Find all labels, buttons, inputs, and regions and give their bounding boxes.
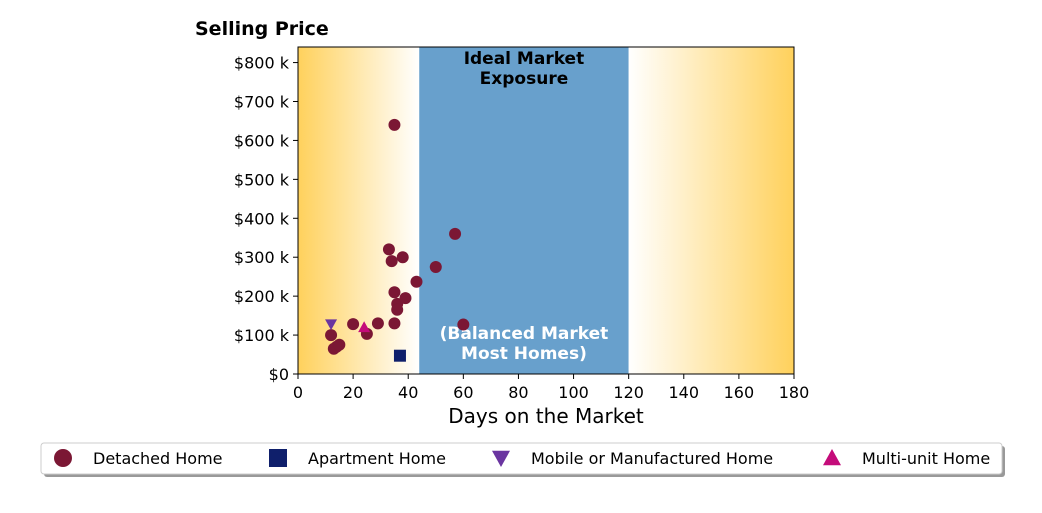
- x-tick-label-0: 0: [293, 383, 303, 402]
- x-tick-label-9: 180: [779, 383, 810, 402]
- y-tick-label-8: $800 k: [234, 54, 290, 73]
- x-tick-label-1: 20: [343, 383, 363, 402]
- legend-marker-3: [823, 449, 841, 466]
- point-0-8: [385, 255, 398, 268]
- point-1-0: [393, 349, 406, 362]
- legend-marker-0: [54, 449, 72, 467]
- y-tick-label-7: $700 k: [234, 93, 290, 112]
- point-0-18: [449, 227, 462, 240]
- y-tick-label-6: $600 k: [234, 131, 290, 150]
- y-tick-label-1: $100 k: [234, 326, 290, 345]
- x-tick-label-3: 60: [453, 383, 473, 402]
- x-tick-label-2: 40: [398, 383, 418, 402]
- plot-frame: [297, 46, 795, 375]
- chart-title: Selling Price: [195, 18, 329, 40]
- annotation-0-line-0: Ideal Market: [464, 49, 585, 69]
- legend-label-3: Multi-unit Home: [862, 449, 990, 468]
- y-tick-label-4: $400 k: [234, 209, 290, 228]
- point-3-0: [358, 321, 371, 333]
- band-1: [419, 47, 629, 374]
- y-axis: $0 $100 k $200 k $300 k $400 k $500 k $600 k $7…: [234, 54, 298, 384]
- point-0-16: [410, 275, 423, 288]
- x-axis-label: Days on the Market: [448, 404, 644, 428]
- point-0-19: [457, 318, 470, 331]
- point-0-17: [429, 260, 442, 273]
- y-tick-label-5: $500 k: [234, 170, 290, 189]
- point-0-15: [399, 292, 412, 305]
- legend-marker-1: [269, 449, 287, 467]
- point-0-6: [371, 317, 384, 330]
- legend-label-2: Mobile or Manufactured Home: [531, 449, 773, 468]
- annotation-0-line-1: Exposure: [480, 69, 569, 89]
- point-0-10: [388, 286, 401, 299]
- band-0: [298, 47, 420, 374]
- x-tick-label-7: 140: [669, 383, 700, 402]
- point-0-13: [391, 303, 404, 316]
- x-tick-label-8: 160: [724, 383, 755, 402]
- point-0-14: [396, 251, 409, 264]
- y-tick-label-0: $0: [269, 365, 289, 384]
- point-0-0: [325, 329, 338, 342]
- x-axis: 0 20 40 60 80 100 120 140 160 180: [293, 374, 809, 402]
- y-tick-label-2: $200 k: [234, 287, 290, 306]
- band-2: [628, 47, 794, 374]
- x-tick-label-5: 100: [558, 383, 589, 402]
- x-tick-label-4: 80: [508, 383, 528, 402]
- point-0-4: [347, 318, 360, 331]
- point-0-11: [388, 317, 401, 330]
- point-0-9: [388, 118, 401, 131]
- legend-marker-2: [492, 450, 510, 467]
- y-tick-label-3: $300 k: [234, 248, 290, 267]
- data-points: [325, 118, 470, 362]
- annotation-1-line-1: Most Homes): [461, 344, 587, 364]
- background-bands: [298, 47, 794, 374]
- point-0-3: [333, 338, 346, 351]
- annotation-1-line-0: (Balanced Market: [440, 324, 609, 344]
- x-tick-label-6: 120: [613, 383, 644, 402]
- point-0-7: [382, 243, 395, 256]
- point-2-0: [325, 319, 338, 331]
- legend: Detached Home Apartment Home Mobile or Man…: [40, 442, 1005, 477]
- legend-label-0: Detached Home: [93, 449, 223, 468]
- legend-label-1: Apartment Home: [308, 449, 446, 468]
